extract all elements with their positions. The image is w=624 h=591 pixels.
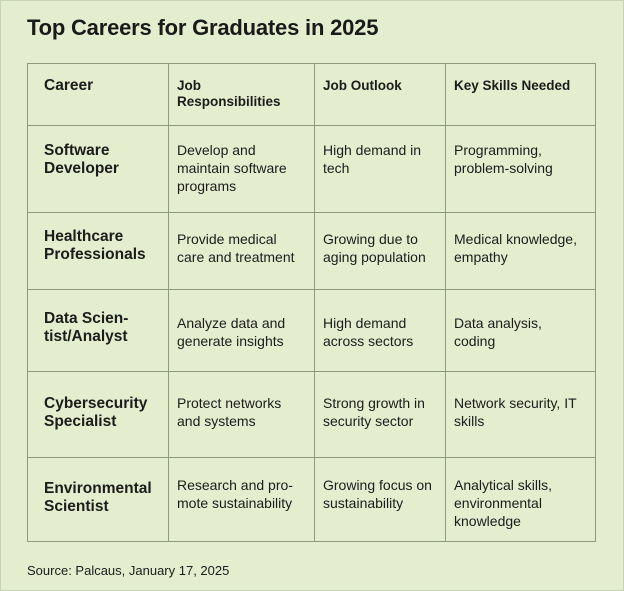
responsibilities-cell: Research and pro-mote sustainability bbox=[168, 457, 315, 542]
career-cell: Environmental Scientist bbox=[27, 457, 169, 542]
page-title: Top Careers for Graduates in 2025 bbox=[27, 15, 379, 40]
career-cell: Software Developer bbox=[27, 125, 169, 213]
responsibilities-cell: Analyze data and generate insights bbox=[168, 289, 315, 372]
outlook-cell: High demand across sectors bbox=[314, 289, 446, 372]
column-header-job-responsibilities: Job Responsibilities bbox=[168, 63, 315, 126]
skills-cell: Network security, IT skills bbox=[445, 371, 596, 458]
table-row: Data Scien-tist/Analyst Analyze data and… bbox=[27, 289, 596, 372]
table-row: Environmental Scientist Research and pro… bbox=[27, 457, 596, 542]
table-row: Cybersecurity Specialist Protect network… bbox=[27, 371, 596, 458]
responsibilities-cell: Develop and maintain software programs bbox=[168, 125, 315, 213]
skills-cell: Data analysis, coding bbox=[445, 289, 596, 372]
career-cell: Healthcare Professionals bbox=[27, 212, 169, 290]
outlook-cell: Strong growth in security sector bbox=[314, 371, 446, 458]
outlook-cell: High demand in tech bbox=[314, 125, 446, 213]
column-header-career: Career bbox=[27, 63, 169, 126]
skills-cell: Medical knowledge, empathy bbox=[445, 212, 596, 290]
career-cell: Cybersecurity Specialist bbox=[27, 371, 169, 458]
source-note: Source: Palcaus, January 17, 2025 bbox=[27, 563, 230, 578]
responsibilities-cell: Protect networks and systems bbox=[168, 371, 315, 458]
responsibilities-cell: Provide medical care and treatment bbox=[168, 212, 315, 290]
table-row: Software Developer Develop and maintain … bbox=[27, 125, 596, 213]
skills-cell: Analytical skills, environmental knowled… bbox=[445, 457, 596, 542]
column-header-key-skills: Key Skills Needed bbox=[445, 63, 596, 126]
career-cell: Data Scien-tist/Analyst bbox=[27, 289, 169, 372]
outlook-cell: Growing focus on sustainability bbox=[314, 457, 446, 542]
table-header-row: Career Job Responsibilities Job Outlook … bbox=[27, 63, 596, 126]
table-row: Healthcare Professionals Provide medical… bbox=[27, 212, 596, 290]
careers-table: Career Job Responsibilities Job Outlook … bbox=[27, 63, 596, 542]
outlook-cell: Growing due to aging population bbox=[314, 212, 446, 290]
column-header-job-outlook: Job Outlook bbox=[314, 63, 446, 126]
skills-cell: Programming, problem-solving bbox=[445, 125, 596, 213]
